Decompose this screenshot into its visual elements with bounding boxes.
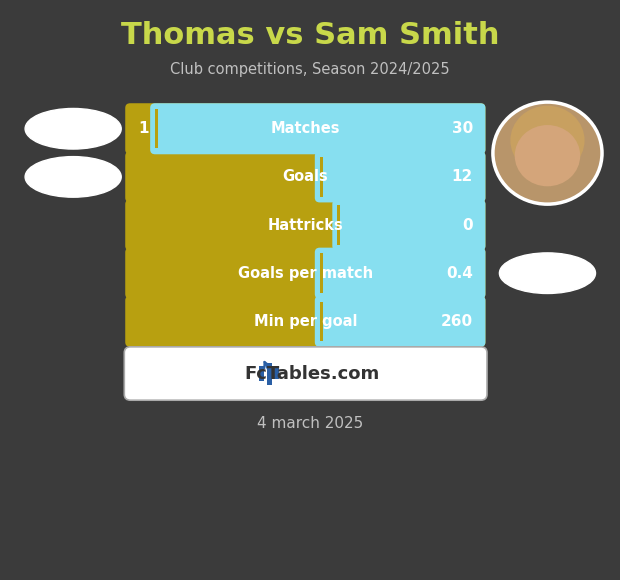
- FancyBboxPatch shape: [337, 205, 348, 245]
- Ellipse shape: [500, 253, 595, 293]
- Ellipse shape: [25, 157, 121, 197]
- FancyBboxPatch shape: [274, 368, 279, 379]
- FancyBboxPatch shape: [320, 302, 331, 341]
- FancyBboxPatch shape: [125, 103, 485, 154]
- Text: FcTables.com: FcTables.com: [244, 364, 379, 383]
- FancyBboxPatch shape: [155, 109, 158, 148]
- FancyBboxPatch shape: [125, 200, 485, 251]
- FancyBboxPatch shape: [320, 157, 323, 197]
- Text: 260: 260: [441, 314, 473, 329]
- FancyBboxPatch shape: [320, 157, 331, 197]
- FancyBboxPatch shape: [259, 367, 264, 381]
- FancyBboxPatch shape: [320, 253, 331, 293]
- FancyBboxPatch shape: [315, 248, 485, 299]
- Circle shape: [493, 102, 602, 204]
- Text: 4 march 2025: 4 march 2025: [257, 416, 363, 431]
- FancyBboxPatch shape: [125, 248, 485, 299]
- FancyBboxPatch shape: [125, 296, 485, 347]
- Circle shape: [510, 106, 585, 175]
- Text: Matches: Matches: [270, 121, 340, 136]
- FancyBboxPatch shape: [337, 205, 340, 245]
- Ellipse shape: [25, 108, 121, 149]
- FancyBboxPatch shape: [320, 253, 323, 293]
- FancyBboxPatch shape: [124, 347, 487, 400]
- Text: 30: 30: [452, 121, 473, 136]
- Text: Min per goal: Min per goal: [254, 314, 357, 329]
- FancyBboxPatch shape: [267, 362, 272, 385]
- Text: Hattricks: Hattricks: [267, 218, 343, 233]
- Text: Goals per match: Goals per match: [238, 266, 373, 281]
- Text: Thomas vs Sam Smith: Thomas vs Sam Smith: [121, 21, 499, 50]
- Text: 0: 0: [463, 218, 473, 233]
- FancyBboxPatch shape: [315, 151, 485, 202]
- FancyBboxPatch shape: [315, 296, 485, 347]
- FancyBboxPatch shape: [155, 109, 166, 148]
- Text: 12: 12: [452, 169, 473, 184]
- Circle shape: [515, 125, 580, 186]
- FancyBboxPatch shape: [150, 103, 485, 154]
- FancyBboxPatch shape: [332, 200, 485, 251]
- Text: Club competitions, Season 2024/2025: Club competitions, Season 2024/2025: [170, 62, 450, 77]
- Text: 1: 1: [138, 121, 149, 136]
- FancyBboxPatch shape: [125, 151, 485, 202]
- Text: Goals: Goals: [283, 169, 328, 184]
- Text: 0.4: 0.4: [446, 266, 473, 281]
- FancyBboxPatch shape: [320, 302, 323, 341]
